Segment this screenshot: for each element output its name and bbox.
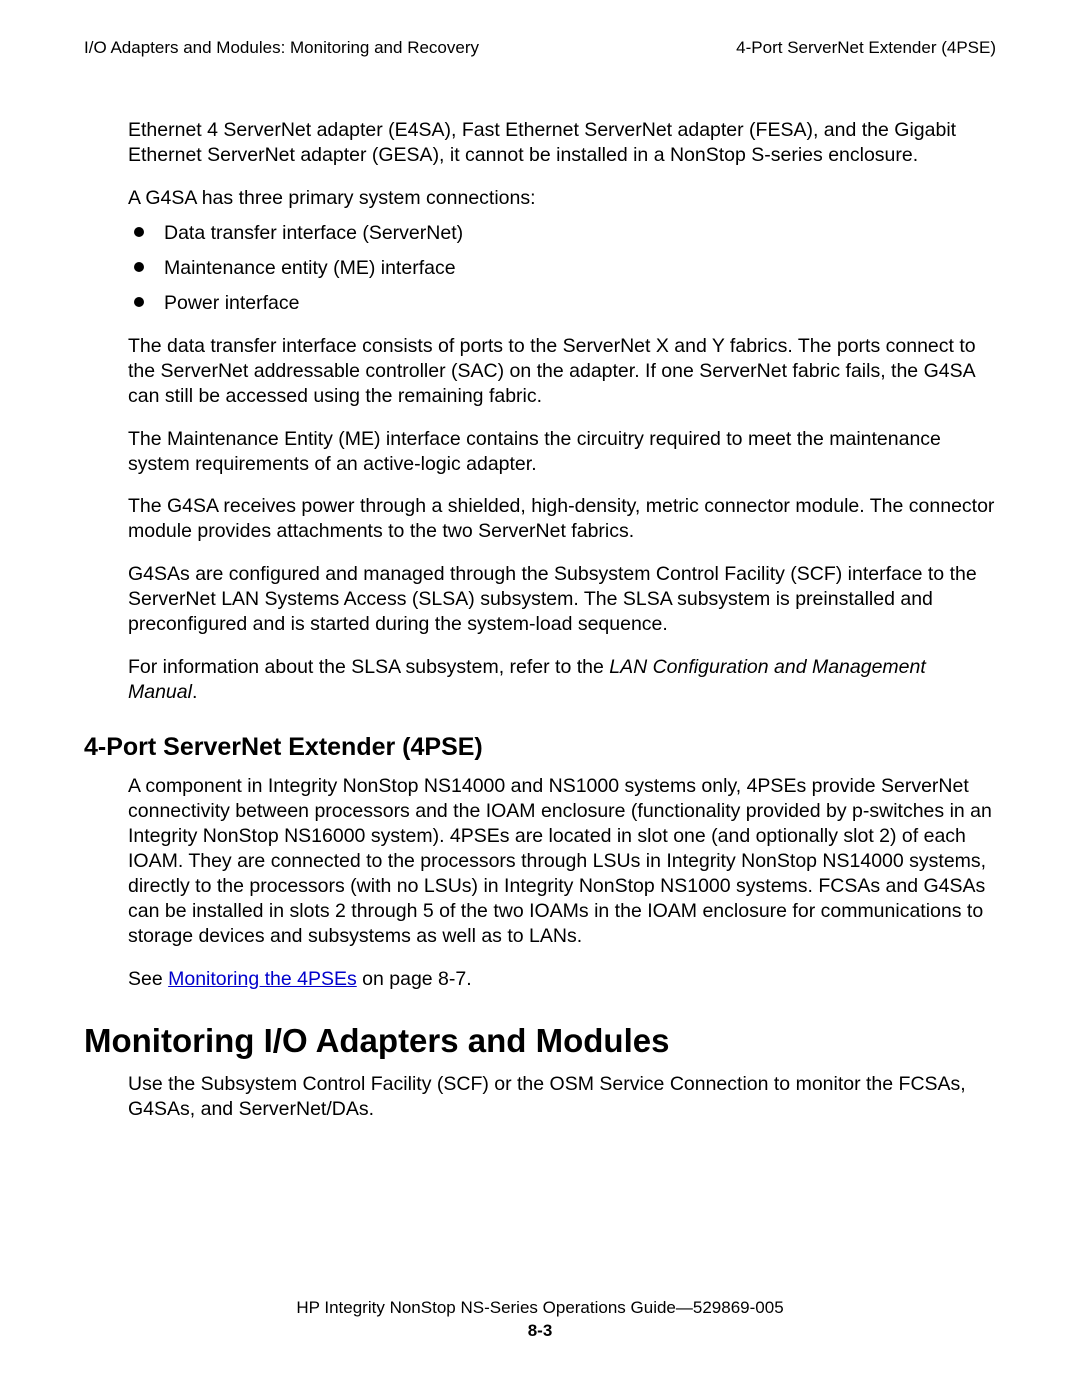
page-content: Ethernet 4 ServerNet adapter (E4SA), Fas…	[84, 118, 996, 1122]
paragraph: The G4SA receives power through a shield…	[128, 494, 996, 544]
header-left-text: I/O Adapters and Modules: Monitoring and…	[84, 38, 479, 58]
paragraph: A component in Integrity NonStop NS14000…	[128, 774, 996, 949]
text-run: For information about the SLSA subsystem…	[128, 656, 609, 678]
page-footer: HP Integrity NonStop NS-Series Operation…	[0, 1297, 1080, 1343]
heading-1: Monitoring I/O Adapters and Modules	[84, 1022, 996, 1060]
footer-guide-title: HP Integrity NonStop NS-Series Operation…	[296, 1298, 676, 1317]
document-page: I/O Adapters and Modules: Monitoring and…	[0, 0, 1080, 1397]
bullet-item: Maintenance entity (ME) interface	[128, 256, 996, 281]
paragraph: Ethernet 4 ServerNet adapter (E4SA), Fas…	[128, 118, 996, 168]
paragraph: A G4SA has three primary system connecti…	[128, 186, 996, 211]
bullet-item: Data transfer interface (ServerNet)	[128, 221, 996, 246]
page-header: I/O Adapters and Modules: Monitoring and…	[84, 38, 996, 58]
footer-separator: —	[676, 1298, 693, 1317]
text-run: .	[192, 681, 197, 703]
bullet-item: Power interface	[128, 291, 996, 316]
footer-line: HP Integrity NonStop NS-Series Operation…	[0, 1297, 1080, 1320]
cross-reference-link[interactable]: Monitoring the 4PSEs	[168, 968, 357, 990]
paragraph: Use the Subsystem Control Facility (SCF)…	[128, 1072, 996, 1122]
paragraph: G4SAs are configured and managed through…	[128, 562, 996, 637]
footer-doc-number: 529869-005	[693, 1298, 784, 1317]
heading-1-text: Monitoring I/O Adapters and Modules	[84, 1022, 669, 1059]
page-number: 8-3	[0, 1320, 1080, 1343]
text-run: See	[128, 968, 168, 990]
header-right-text: 4-Port ServerNet Extender (4PSE)	[736, 38, 996, 58]
bullet-list: Data transfer interface (ServerNet) Main…	[128, 221, 996, 316]
paragraph: For information about the SLSA subsystem…	[128, 655, 996, 705]
paragraph: The Maintenance Entity (ME) interface co…	[128, 427, 996, 477]
heading-2: 4-Port ServerNet Extender (4PSE)	[84, 733, 996, 762]
heading-2-text: 4-Port ServerNet Extender (4PSE)	[84, 733, 483, 761]
text-run: on page 8-7.	[357, 968, 472, 990]
paragraph: The data transfer interface consists of …	[128, 334, 996, 409]
paragraph: See Monitoring the 4PSEs on page 8-7.	[128, 967, 996, 992]
